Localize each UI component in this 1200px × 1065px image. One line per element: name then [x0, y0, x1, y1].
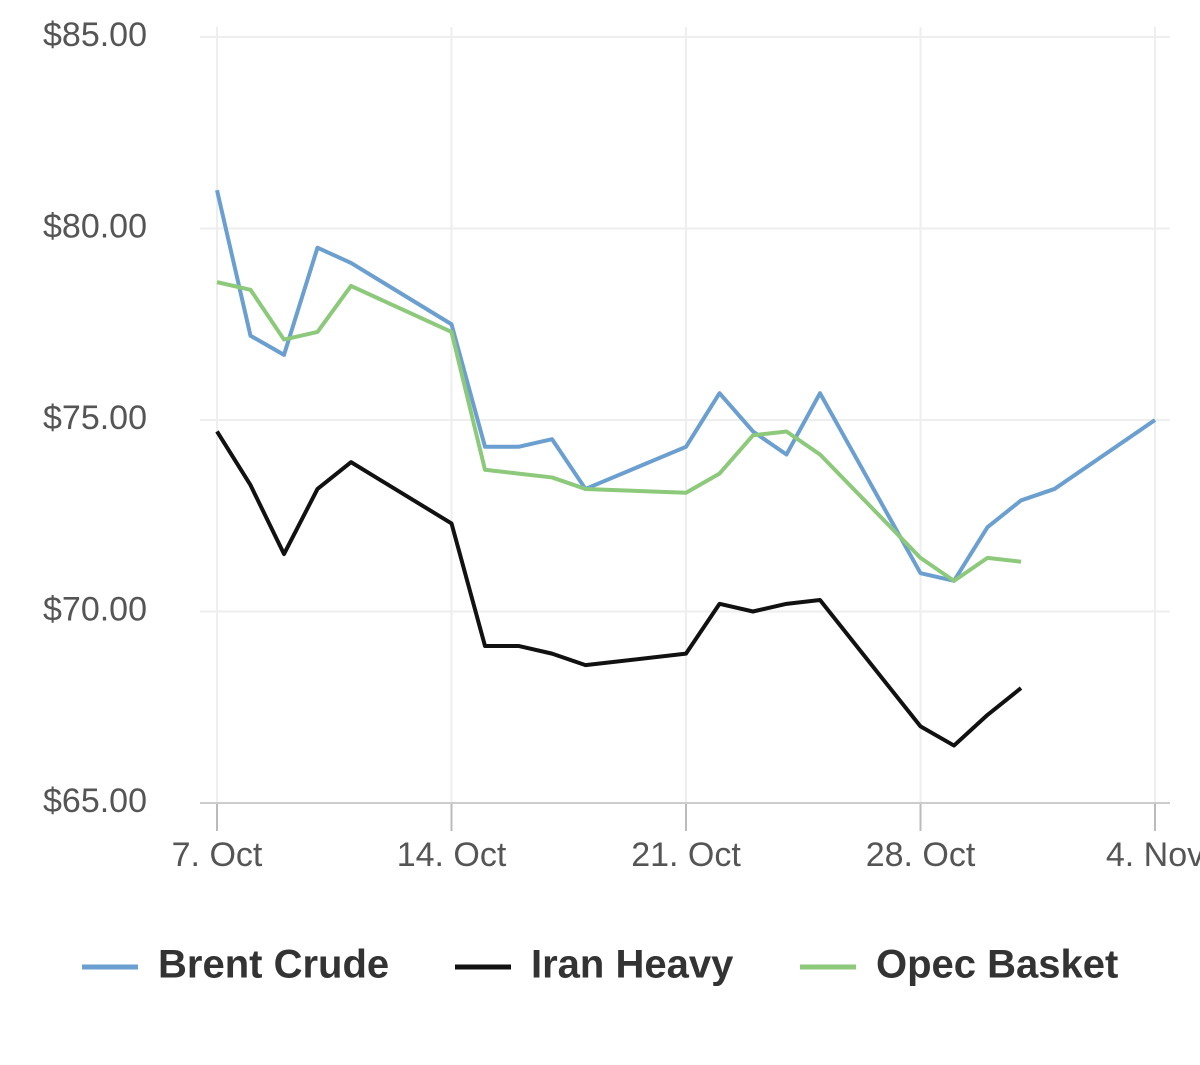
x-tick-label: 14. Oct [397, 836, 507, 874]
y-tick-label: $75.00 [43, 399, 147, 437]
legend-label: Opec Basket [876, 943, 1118, 987]
legend-label: Iran Heavy [531, 943, 734, 987]
y-tick-label: $80.00 [43, 207, 147, 245]
y-tick-label: $85.00 [43, 16, 147, 54]
x-tick-label: 28. Oct [866, 836, 976, 874]
x-tick-label: 7. Oct [172, 836, 263, 874]
x-tick-label: 21. Oct [631, 836, 741, 874]
series-line [215, 430, 1023, 748]
y-tick-label: $65.00 [43, 782, 147, 820]
series-line [216, 280, 1022, 583]
legend-label: Brent Crude [158, 943, 389, 987]
series-line [215, 189, 1157, 583]
x-tick-label: 4. Nov [1106, 836, 1200, 874]
y-tick-label: $70.00 [43, 590, 147, 628]
